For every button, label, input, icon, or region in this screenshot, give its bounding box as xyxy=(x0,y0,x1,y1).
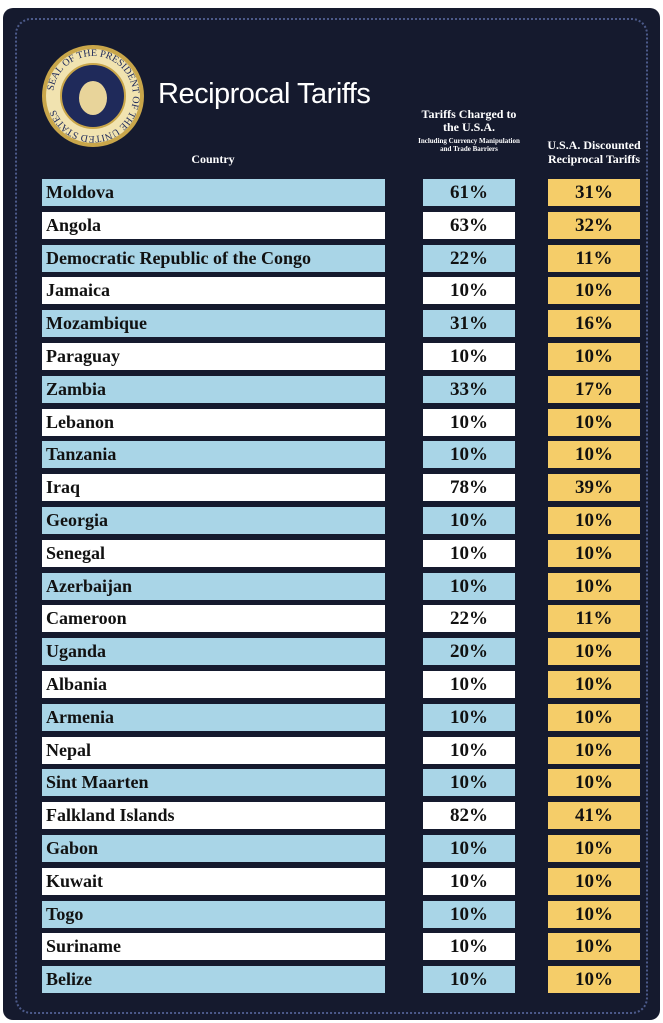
discounted-cell: 39% xyxy=(548,474,640,502)
country-cell: Suriname xyxy=(42,933,385,961)
charged-cell: 31% xyxy=(423,310,515,338)
discounted-cell: 16% xyxy=(548,310,640,338)
charged-cell: 10% xyxy=(423,769,515,797)
charged-cell: 10% xyxy=(423,933,515,961)
frame xyxy=(15,18,648,1014)
charged-cell: 61% xyxy=(423,179,515,206)
country-cell: Albania xyxy=(42,671,385,698)
country-cell: Democratic Republic of the Congo xyxy=(42,244,385,272)
col-note: Including Currency Manipulation and Trad… xyxy=(418,137,520,153)
discounted-cell: 10% xyxy=(548,277,640,305)
title: Reciprocal Tariffs xyxy=(158,78,371,110)
discounted-cell: 10% xyxy=(548,441,640,469)
charged-cell: 10% xyxy=(423,408,515,436)
country-cell: Jamaica xyxy=(42,277,385,305)
country-cell: Uganda xyxy=(42,638,385,666)
discounted-cell: 32% xyxy=(548,211,640,239)
discounted-cell: 10% xyxy=(548,539,640,567)
country-cell: Togo xyxy=(42,900,385,928)
discounted-cell: 11% xyxy=(548,605,640,633)
discounted-cell: 10% xyxy=(548,867,640,895)
country-cell: Georgia xyxy=(42,507,385,534)
discounted-cell: 10% xyxy=(548,736,640,764)
charged-cell: 10% xyxy=(423,572,515,600)
discounted-cell: 10% xyxy=(548,572,640,600)
discounted-cell: 10% xyxy=(548,343,640,370)
charged-cell: 78% xyxy=(423,474,515,502)
discounted-cell: 10% xyxy=(548,769,640,797)
discounted-cell: 11% xyxy=(548,244,640,272)
discounted-cell: 10% xyxy=(548,671,640,698)
charged-cell: 10% xyxy=(423,539,515,567)
charged-cell: 10% xyxy=(423,441,515,469)
discounted-cell: 10% xyxy=(548,703,640,731)
charged-cell: 20% xyxy=(423,638,515,666)
discounted-cell: 10% xyxy=(548,507,640,534)
discounted-cell: 31% xyxy=(548,179,640,206)
seal: SEAL OF THE PRESIDENT OF THE UNITED STAT… xyxy=(42,45,144,147)
charged-cell: 82% xyxy=(423,802,515,830)
country-cell: Gabon xyxy=(42,835,385,862)
country-cell: Tanzania xyxy=(42,441,385,469)
charged-cell: 10% xyxy=(423,507,515,534)
charged-cell: 10% xyxy=(423,867,515,895)
charged-cell: 10% xyxy=(423,343,515,370)
country-cell: Sint Maarten xyxy=(42,769,385,797)
charged-cell: 10% xyxy=(423,736,515,764)
charged-cell: 10% xyxy=(423,671,515,698)
discounted-cell: 10% xyxy=(548,408,640,436)
country-cell: Lebanon xyxy=(42,408,385,436)
country-cell: Armenia xyxy=(42,703,385,731)
charged-cell: 10% xyxy=(423,703,515,731)
country-cell: Falkland Islands xyxy=(42,802,385,830)
country-cell: Azerbaijan xyxy=(42,572,385,600)
charged-cell: 33% xyxy=(423,375,515,403)
country-cell: Nepal xyxy=(42,736,385,764)
country-cell: Kuwait xyxy=(42,867,385,895)
discounted-cell: 41% xyxy=(548,802,640,830)
discounted-cell: 10% xyxy=(548,638,640,666)
discounted-cell: 10% xyxy=(548,933,640,961)
country-cell: Cameroon xyxy=(42,605,385,633)
charged-cell: 22% xyxy=(423,244,515,272)
country-cell: Iraq xyxy=(42,474,385,502)
discounted-cell: 17% xyxy=(548,375,640,403)
discounted-cell: 10% xyxy=(548,900,640,928)
country-cell: Belize xyxy=(42,966,385,994)
col-header: Country xyxy=(191,152,235,166)
charged-cell: 22% xyxy=(423,605,515,633)
col-header: U.S.A. Discounted Reciprocal Tariffs xyxy=(547,138,641,166)
charged-cell: 10% xyxy=(423,835,515,862)
col-header: Tariffs Charged to the U.S.A. xyxy=(421,107,517,134)
country-cell: Mozambique xyxy=(42,310,385,338)
country-cell: Senegal xyxy=(42,539,385,567)
charged-cell: 10% xyxy=(423,966,515,994)
country-cell: Moldova xyxy=(42,179,385,206)
country-cell: Zambia xyxy=(42,375,385,403)
charged-cell: 10% xyxy=(423,277,515,305)
country-cell: Angola xyxy=(42,211,385,239)
seal-eagle xyxy=(79,81,107,115)
discounted-cell: 10% xyxy=(548,835,640,862)
country-cell: Paraguay xyxy=(42,343,385,370)
discounted-cell: 10% xyxy=(548,966,640,994)
charged-cell: 63% xyxy=(423,211,515,239)
charged-cell: 10% xyxy=(423,900,515,928)
